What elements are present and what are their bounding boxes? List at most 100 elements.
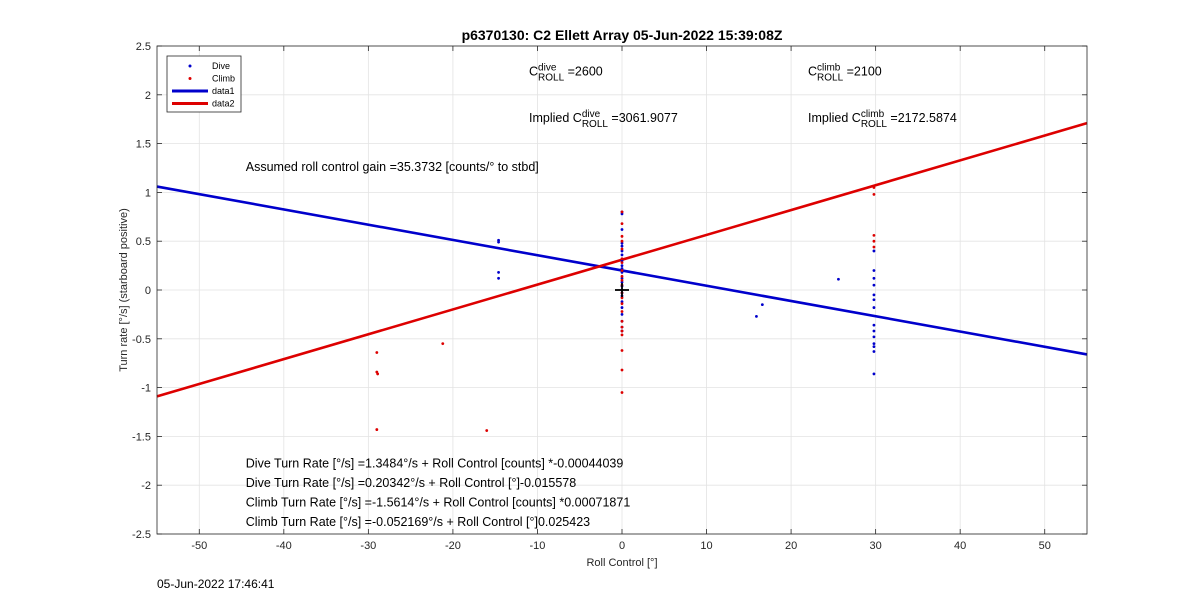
dive-point [872, 372, 876, 376]
dive-point [620, 271, 624, 274]
legend-label: Climb [212, 74, 235, 84]
dive-point [620, 253, 624, 257]
dive-point [620, 259, 624, 263]
dive-point [620, 267, 624, 270]
legend-marker-dive [188, 64, 192, 68]
dive-point [620, 244, 624, 248]
climb-point [620, 222, 624, 226]
dive-point [872, 293, 876, 297]
y-tick-label: -2.5 [132, 529, 151, 541]
dive-point [620, 313, 624, 316]
dive-point [760, 303, 764, 307]
dive-point [872, 276, 876, 280]
climb-point [620, 239, 624, 243]
legend-label: Dive [212, 61, 230, 71]
dive-point [620, 306, 624, 309]
dive-point [620, 280, 624, 284]
y-tick-label: 1.5 [136, 139, 151, 151]
climb-point [872, 186, 876, 189]
climb-point [375, 351, 379, 354]
implied-c-roll-climb-label: Implied Cclimb ROLL =2172.5874 [808, 109, 957, 130]
dive-point [620, 212, 624, 216]
dive-point [872, 269, 876, 272]
y-tick-label: 2.5 [136, 41, 151, 53]
origin-marker [615, 283, 629, 297]
dive-point [620, 249, 624, 253]
legend: Dive Climb data1 data2 [166, 55, 242, 113]
y-tick-label: -1.5 [132, 431, 151, 443]
data-points [375, 186, 876, 432]
climb-point [620, 274, 624, 278]
y-axis-ticks: -2.5 -2 -1.5 -1 -0.5 0 0.5 1 1.5 2 2.5 [132, 41, 1087, 541]
legend-label: data1 [212, 86, 235, 96]
y-tick-label: 0.5 [136, 236, 151, 248]
fit-equation: Climb Turn Rate [°/s] =-0.052169°/s + Ro… [246, 515, 590, 529]
climb-point [620, 278, 624, 282]
x-tick-label: -50 [191, 540, 207, 552]
x-tick-label: -30 [360, 540, 376, 552]
x-tick-label: 30 [870, 540, 882, 552]
climb-point [620, 349, 624, 352]
dive-point [872, 249, 876, 253]
dive-point [872, 323, 876, 327]
y-tick-label: 2 [145, 90, 151, 102]
x-tick-label: 0 [619, 540, 625, 552]
timestamp: 05-Jun-2022 17:46:41 [157, 577, 275, 591]
dive-point [620, 300, 624, 304]
climb-point [620, 257, 624, 261]
chart-title: p6370130: C2 Ellett Array 05-Jun-2022 15… [462, 27, 783, 43]
climb-point [620, 391, 624, 394]
fit-equation: Dive Turn Rate [°/s] =0.20342°/s + Roll … [246, 476, 576, 490]
dive-point [872, 306, 876, 309]
dive-point [837, 277, 840, 281]
x-tick-label: 40 [954, 540, 966, 552]
climb-point [620, 333, 624, 337]
y-tick-label: 1 [145, 187, 151, 199]
dive-point [497, 276, 500, 280]
climb-point [620, 261, 624, 265]
x-tick-label: 20 [785, 540, 797, 552]
dive-point [872, 345, 876, 349]
climb-point [620, 329, 624, 333]
x-tick-label: -10 [530, 540, 546, 552]
implied-c-roll-dive-label: Implied Cdive ROLL =3061.9077 [529, 109, 678, 130]
dive-point [497, 271, 500, 274]
dive-point [620, 241, 624, 245]
y-axis-label: Turn rate [°/s] (starboard positive) [118, 208, 130, 372]
fit-equation: Climb Turn Rate [°/s] =-1.5614°/s + Roll… [246, 496, 631, 510]
x-tick-label: -20 [445, 540, 461, 552]
climb-point [872, 239, 876, 243]
climb-point [620, 210, 624, 214]
x-tick-label: 50 [1039, 540, 1051, 552]
y-tick-label: -2 [141, 480, 151, 492]
climb-point [872, 233, 876, 237]
c-roll-climb-label: Cclimb ROLL =2100 [808, 62, 882, 83]
legend-label: data2 [212, 99, 235, 109]
dive-point [872, 329, 876, 333]
annotations: Cdive ROLL =2600 Cclimb ROLL =2100 Implied C… [246, 62, 957, 529]
climb-point [620, 325, 624, 329]
climb-point [620, 368, 624, 372]
fit-equation: Dive Turn Rate [°/s] =1.3484°/s + Roll C… [246, 457, 624, 471]
y-tick-label: -0.5 [132, 334, 151, 346]
dive-point [872, 350, 876, 353]
roll-gain-label: Assumed roll control gain =35.3732 [coun… [246, 160, 539, 174]
dive-point [620, 264, 624, 267]
x-axis-ticks: -50 -40 -30 -20 -10 0 10 20 30 40 50 [191, 46, 1051, 552]
dive-point [872, 283, 876, 287]
climb-point [485, 429, 489, 432]
climb-point [620, 302, 624, 306]
y-tick-label: 0 [145, 285, 151, 297]
dive-point [755, 314, 758, 318]
climb-point [620, 269, 624, 272]
x-tick-label: -40 [276, 540, 292, 552]
x-tick-label: 10 [700, 540, 712, 552]
climb-point [375, 428, 379, 431]
dive-point [872, 298, 876, 302]
climb-point [620, 247, 624, 251]
dive-point [620, 276, 624, 280]
y-tick-label: -1 [141, 383, 151, 395]
dive-point [497, 240, 500, 244]
c-roll-dive-label: Cdive ROLL =2600 [529, 62, 603, 83]
